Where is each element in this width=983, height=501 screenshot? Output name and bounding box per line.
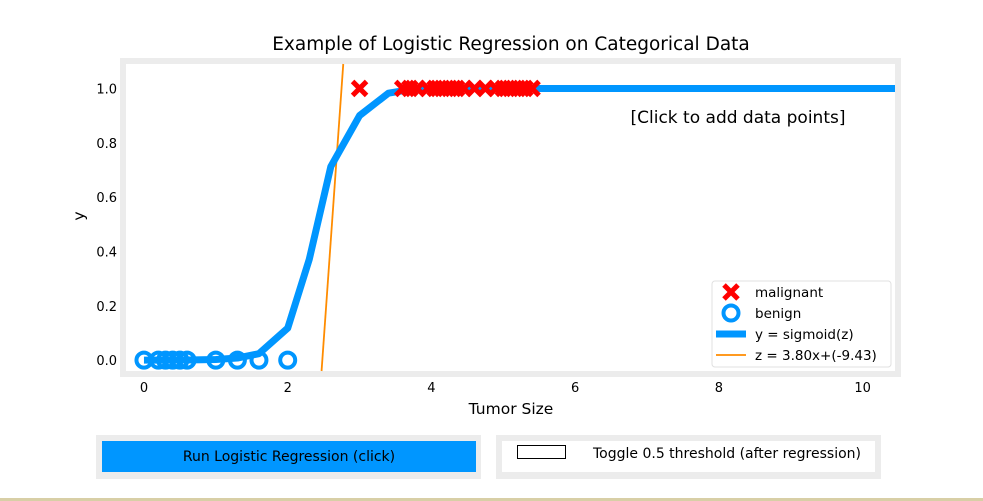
x-tick-label: 10: [854, 381, 871, 396]
threshold-toggle-label: Toggle 0.5 threshold (after regression): [593, 446, 861, 462]
benign-point: [206, 350, 226, 370]
malignant-point-stroke: [523, 79, 541, 98]
x-tick-label: 4: [427, 381, 435, 396]
y-tick-label: 0.6: [96, 191, 117, 206]
x-tick-label: 2: [284, 381, 292, 396]
window-bottom-edge: [0, 498, 983, 501]
legend-label: z = 3.80x+(-9.43): [755, 348, 877, 364]
y-tick-label: 0.0: [96, 354, 117, 369]
threshold-toggle-box[interactable]: [517, 445, 566, 459]
y-ticks: 0.0 0.2 0.4 0.6 0.8 1.0: [96, 82, 117, 369]
run-regression-panel: Run Logistic Regression (click): [96, 435, 481, 479]
x-tick-label: 8: [715, 381, 723, 396]
chart-marks: [134, 63, 895, 372]
benign-point: [227, 350, 247, 370]
y-tick-label: 0.4: [96, 245, 117, 260]
y-tick-label: 0.8: [96, 137, 117, 152]
legend-label: malignant: [755, 285, 823, 301]
threshold-toggle[interactable]: Toggle 0.5 threshold (after regression): [502, 441, 875, 472]
x-tick-label: 6: [571, 381, 579, 396]
benign-point: [249, 350, 269, 370]
malignant-point: [523, 79, 541, 98]
legend-malignant-marker: [722, 283, 740, 301]
z-line: [320, 63, 345, 372]
malignant-point-stroke: [350, 79, 369, 98]
benign-point: [177, 350, 197, 370]
legend-label: benign: [755, 306, 801, 322]
malignant-point: [350, 79, 369, 98]
legend-label: y = sigmoid(z): [755, 327, 854, 343]
sigmoid-curve: [143, 84, 895, 364]
legend-benign-marker: [721, 303, 741, 323]
x-tick-label: 0: [140, 381, 148, 396]
legend-box: [711, 280, 892, 368]
benign-point: [278, 350, 298, 370]
y-tick-label: 0.2: [96, 300, 117, 315]
legend-malignant-marker-stroke: [722, 283, 740, 301]
legend: malignant benign y = sigmoid(z) z = 3.80x+(…: [711, 280, 892, 368]
x-ticks: 0 2 4 6 8 10: [140, 381, 871, 396]
y-axis-label: y: [70, 211, 88, 220]
click-annotation[interactable]: [Click to add data points]: [631, 108, 846, 128]
benign-point: [170, 350, 190, 370]
run-regression-button[interactable]: Run Logistic Regression (click): [102, 441, 476, 472]
chart-title: Example of Logistic Regression on Catego…: [272, 34, 750, 55]
x-axis-label: Tumor Size: [468, 400, 554, 418]
y-tick-label: 1.0: [96, 82, 117, 97]
threshold-toggle-panel: Toggle 0.5 threshold (after regression): [496, 435, 881, 479]
